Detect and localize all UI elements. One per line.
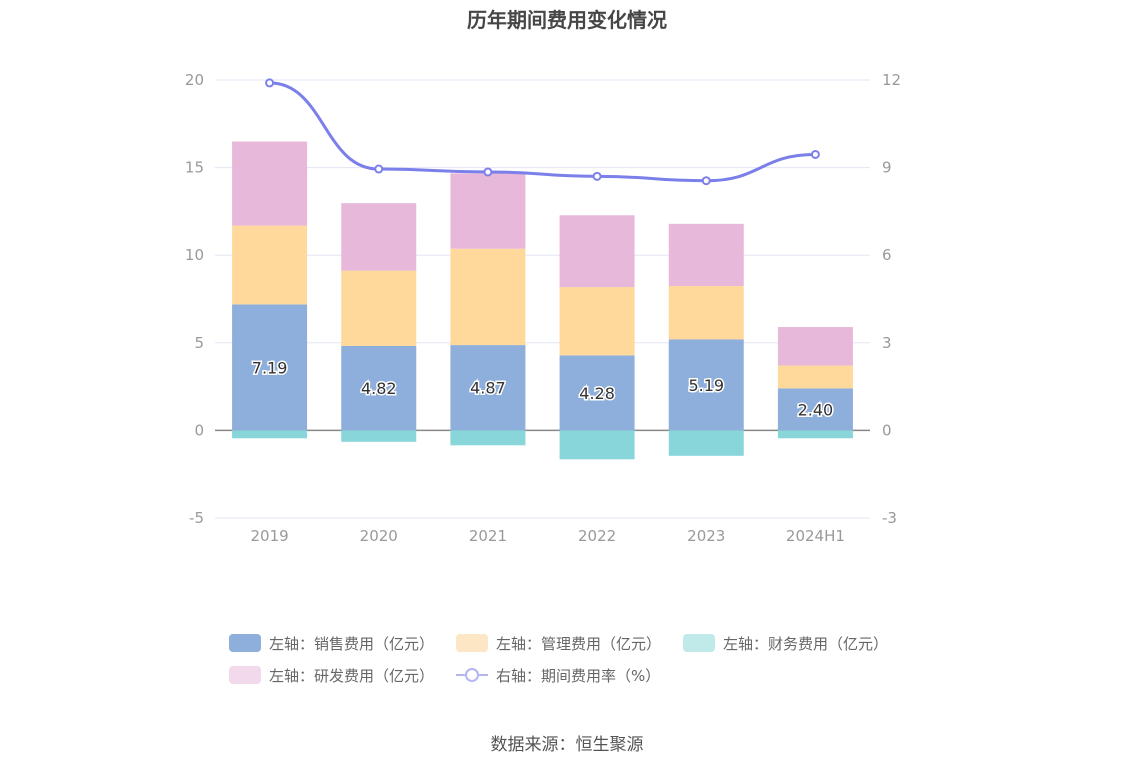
legend-item-rd[interactable]: 左轴：研发费用（亿元） <box>229 665 434 686</box>
bar-finance <box>341 430 417 442</box>
bar-sales <box>341 345 417 431</box>
right-tick-label: 9 <box>882 159 892 177</box>
right-tick-label: 6 <box>882 246 892 264</box>
bar-admin <box>341 270 417 346</box>
bar-admin <box>777 365 853 389</box>
bar-rd <box>777 327 853 366</box>
rate-point <box>592 171 602 181</box>
bar-sales <box>450 345 526 431</box>
rate-line <box>269 81 816 183</box>
legend-label-finance: 左轴：财务费用（亿元） <box>723 634 889 653</box>
left-y-axis: -5 0 5 10 15 20 <box>185 71 204 527</box>
legend-row: 左轴：销售费用（亿元） 左轴：管理费用（亿元） 左轴：财务费用（亿元） <box>229 632 929 654</box>
legend-label-rd: 左轴：研发费用（亿元） <box>269 666 435 685</box>
right-tick-label: 12 <box>882 71 901 89</box>
legend-label-rate: 右轴：期间费用率（%） <box>496 666 661 685</box>
bar-finance <box>777 430 853 439</box>
bar-series <box>232 141 853 460</box>
bar-finance <box>450 430 526 446</box>
bar-rd <box>559 215 635 288</box>
bar-admin <box>450 248 526 346</box>
left-tick-label: 5 <box>194 334 204 352</box>
data-label-sales: 7.19 <box>252 358 288 377</box>
legend-swatch-admin <box>456 634 489 652</box>
legend-item-sales[interactable]: 左轴：销售费用（亿元） <box>229 633 434 654</box>
rate-point <box>483 167 493 177</box>
bar-admin <box>668 286 744 340</box>
bar-sales <box>559 355 635 431</box>
data-label-sales: 4.87 <box>470 379 506 398</box>
legend-swatch-rate <box>456 666 489 684</box>
legend-swatch-rd <box>229 666 261 684</box>
data-labels: 7.19 4.82 4.87 4.28 5.19 2.40 <box>250 357 834 421</box>
grid-lines <box>215 79 870 519</box>
right-tick-label: 0 <box>882 421 892 439</box>
bar-sales <box>668 339 744 431</box>
left-tick-label: -5 <box>189 509 204 527</box>
rate-point <box>810 149 820 159</box>
left-tick-label: 20 <box>185 71 204 89</box>
data-label-sales: 4.82 <box>361 379 397 398</box>
bar-sales <box>777 388 853 431</box>
bar-rd <box>232 141 308 226</box>
bar-finance <box>668 430 744 456</box>
bar-rd <box>450 173 526 249</box>
bar-rd <box>668 223 744 287</box>
rate-point <box>701 176 711 186</box>
bar-rd <box>341 203 417 271</box>
x-axis: 2019 2020 2021 2022 2023 2024H1 <box>250 527 844 545</box>
legend-item-admin[interactable]: 左轴：管理费用（亿元） <box>456 633 661 654</box>
data-label-sales: 4.28 <box>579 384 615 403</box>
x-tick-label: 2022 <box>578 527 616 545</box>
data-label-sales: 5.19 <box>688 376 724 395</box>
legend-item-finance[interactable]: 左轴：财务费用（亿元） <box>683 633 888 654</box>
legend-swatch-sales <box>229 634 261 652</box>
bar-finance <box>559 430 635 460</box>
legend-label-sales: 左轴：销售费用（亿元） <box>269 634 435 653</box>
left-tick-label: 10 <box>185 246 204 264</box>
legend-item-rate[interactable]: 右轴：期间费用率（%） <box>456 665 660 686</box>
x-tick-label: 2023 <box>687 527 725 545</box>
rate-point <box>374 164 384 174</box>
legend-label-admin: 左轴：管理费用（亿元） <box>496 634 662 653</box>
x-tick-label: 2021 <box>469 527 507 545</box>
bar-admin <box>232 225 308 305</box>
bar-finance <box>232 430 308 439</box>
bar-sales <box>232 304 308 431</box>
right-tick-label: -3 <box>882 509 897 527</box>
data-label-sales: 2.40 <box>798 400 834 419</box>
rate-point <box>265 78 275 88</box>
right-tick-label: 3 <box>882 334 892 352</box>
x-tick-label: 2020 <box>360 527 398 545</box>
bar-admin <box>559 287 635 356</box>
left-tick-label: 15 <box>185 159 204 177</box>
x-tick-label: 2019 <box>250 527 288 545</box>
source-note: 数据来源：恒生聚源 <box>490 735 644 755</box>
legend-swatch-finance <box>683 634 716 652</box>
x-tick-label: 2024H1 <box>786 527 845 545</box>
chart-canvas: -5 0 5 10 15 20 -3 0 3 6 9 12 2019 2020 2021 2022 2023… <box>185 71 901 545</box>
legend-row: 左轴：研发费用（亿元） 右轴：期间费用率（%） <box>229 664 929 686</box>
right-y-axis: -3 0 3 6 9 12 <box>882 71 901 527</box>
legend: 左轴：销售费用（亿元） 左轴：管理费用（亿元） 左轴：财务费用（亿元） 左轴：研… <box>229 632 929 696</box>
rate-line-series <box>265 78 820 186</box>
chart-title: 历年期间费用变化情况 <box>467 8 667 32</box>
left-tick-label: 0 <box>194 421 204 439</box>
